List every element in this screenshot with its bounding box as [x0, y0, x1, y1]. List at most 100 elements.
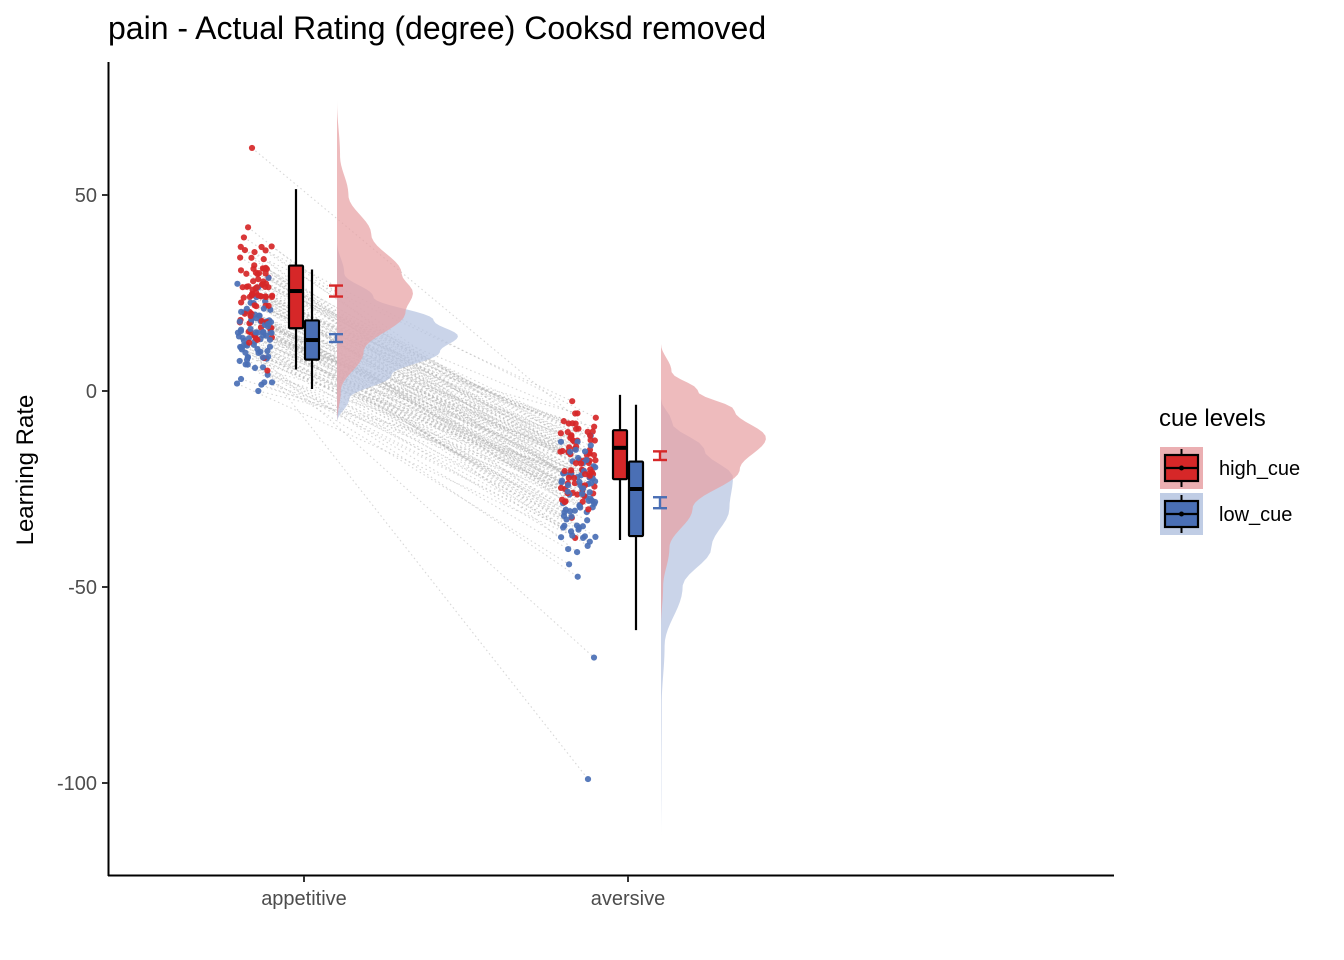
point-high_cue-aversive	[572, 410, 579, 417]
point-low_cue-appetitive	[263, 332, 270, 339]
point-low_cue-appetitive	[265, 274, 272, 281]
y-tick-label: 0	[86, 381, 97, 403]
legend-key-high_cue	[1160, 447, 1203, 489]
subject-line	[257, 332, 571, 453]
subject-line	[242, 286, 591, 477]
point-low_cue-aversive	[581, 448, 589, 455]
point-low_cue-aversive	[571, 507, 578, 514]
subject-line	[255, 287, 570, 448]
subject-line	[240, 329, 592, 501]
point-high_cue-appetitive	[264, 367, 271, 374]
point-high_cue-appetitive	[254, 336, 261, 343]
point-high_cue-aversive	[591, 423, 598, 430]
point-high_cue-appetitive	[253, 284, 261, 291]
point-high_cue-aversive	[568, 432, 575, 439]
point-low_cue-aversive	[574, 573, 581, 580]
point-low_cue-appetitive	[268, 379, 276, 386]
point-high_cue-appetitive	[237, 254, 244, 261]
point-high_cue-appetitive	[250, 278, 257, 285]
point-high_cue-aversive	[567, 467, 575, 474]
mean-se-low_cue-appetitive	[329, 332, 343, 344]
subject-line	[239, 360, 570, 565]
point-high_cue-appetitive	[250, 265, 257, 272]
subject-line	[254, 251, 570, 479]
point-low_cue-appetitive	[242, 349, 249, 356]
subject-line	[266, 268, 578, 442]
point-low_cue-aversive	[585, 497, 592, 505]
subject-line	[240, 311, 592, 484]
subject-line	[263, 308, 578, 443]
subject-line	[244, 313, 595, 488]
x-tick-label: aversive	[591, 888, 665, 910]
subject-line	[267, 325, 594, 467]
subject-line	[254, 304, 576, 425]
point-high_cue-aversive	[572, 460, 580, 467]
subject-line	[239, 346, 580, 529]
subject-line	[267, 323, 596, 538]
point-high_cue-appetitive	[239, 284, 246, 291]
subject-line	[246, 345, 589, 780]
mean-se-low_cue-aversive	[653, 496, 667, 510]
point-high_cue-appetitive	[240, 294, 247, 301]
point-low_cue-appetitive	[237, 327, 245, 335]
density-high_cue-appetitive	[337, 100, 413, 423]
point-low_cue-aversive	[580, 485, 587, 492]
point-low_cue-appetitive	[268, 329, 275, 336]
point-high_cue-appetitive	[255, 276, 262, 283]
point-low_cue-appetitive	[259, 354, 267, 361]
point-low_cue-aversive	[584, 517, 591, 524]
legend-label-low_cue: low_cue	[1219, 504, 1292, 526]
legend-title: cue levels	[1159, 405, 1266, 432]
point-low_cue-appetitive	[233, 380, 241, 387]
point-low_cue-aversive	[586, 538, 593, 545]
point-low_cue-appetitive	[257, 348, 264, 355]
legend-key-point	[1179, 465, 1184, 471]
point-high_cue-aversive	[592, 457, 599, 464]
subject-line	[245, 363, 591, 543]
subject-line	[249, 311, 590, 455]
point-low_cue-aversive	[586, 489, 593, 496]
point-low_cue-aversive	[572, 446, 579, 453]
point-high_cue-appetitive	[244, 224, 252, 231]
point-low_cue-appetitive	[251, 364, 259, 371]
point-high_cue-aversive	[561, 498, 568, 506]
subject-line	[243, 345, 588, 521]
point-low_cue-appetitive	[261, 379, 268, 386]
point-low_cue-appetitive	[240, 342, 247, 349]
point-high_cue-aversive	[579, 498, 586, 505]
point-high_cue-appetitive	[268, 243, 275, 250]
subject-line	[258, 390, 585, 472]
point-high_cue-aversive	[570, 474, 578, 482]
mean-se-high_cue-aversive	[653, 450, 667, 462]
point-low_cue-appetitive	[265, 353, 272, 360]
point-low_cue-aversive	[575, 526, 582, 533]
subject-connection-lines	[236, 147, 597, 780]
point-high_cue-appetitive	[253, 303, 260, 310]
point-low_cue-aversive	[558, 477, 566, 484]
point-low_cue-aversive	[560, 512, 568, 520]
point-low_cue-aversive	[566, 448, 574, 455]
subject-line	[253, 268, 572, 436]
y-tick-label: 50	[75, 185, 97, 207]
y-axis-title: Learning Rate	[12, 395, 39, 546]
point-low_cue-appetitive	[245, 335, 253, 342]
point-high_cue-aversive	[585, 506, 592, 513]
subject-line	[248, 342, 586, 475]
point-high_cue-aversive	[557, 484, 565, 492]
subject-line	[251, 318, 586, 537]
subject-line	[236, 383, 573, 537]
density-high_cue-aversive	[661, 343, 766, 627]
subject-line	[261, 284, 596, 442]
plot-area	[233, 100, 766, 838]
subject-line	[249, 296, 580, 461]
point-high_cue-aversive	[569, 420, 576, 427]
point-high_cue-appetitive	[246, 339, 253, 346]
point-high_cue-aversive	[569, 398, 576, 405]
point-low_cue-aversive	[579, 490, 586, 497]
point-low_cue-appetitive	[252, 329, 259, 336]
point-high_cue-appetitive	[248, 254, 255, 261]
subject-line	[262, 366, 565, 527]
subject-line	[247, 356, 589, 485]
subject-line	[254, 367, 584, 527]
subject-line	[265, 296, 575, 442]
